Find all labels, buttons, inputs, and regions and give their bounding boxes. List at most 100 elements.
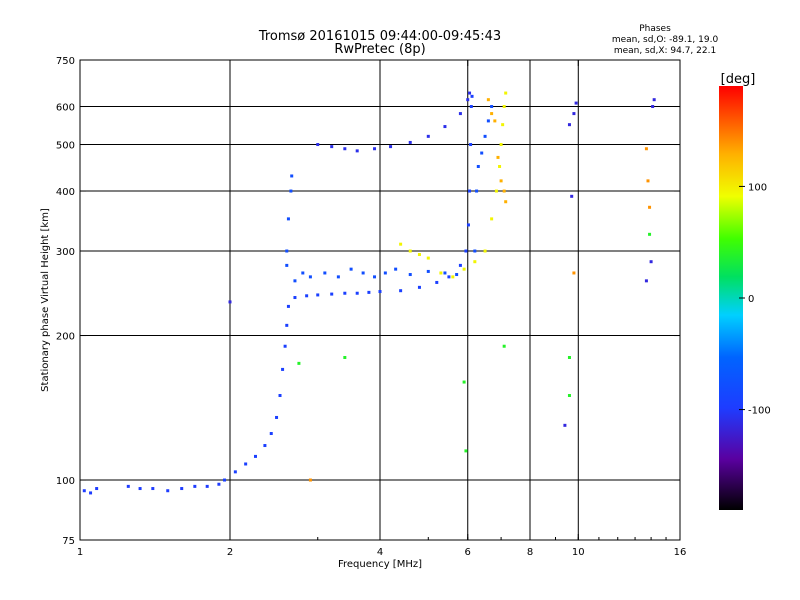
data-point <box>289 189 293 193</box>
data-point <box>644 147 648 151</box>
data-point <box>355 149 359 153</box>
data-point <box>378 290 382 294</box>
data-point <box>501 123 505 127</box>
data-point <box>648 205 652 209</box>
data-point <box>205 484 209 488</box>
data-point <box>490 217 494 221</box>
data-point <box>286 217 290 221</box>
grid-lines <box>80 60 680 540</box>
data-point <box>417 285 421 289</box>
x-tick-label: 10 <box>572 547 585 558</box>
data-point <box>451 275 455 279</box>
data-point <box>297 361 301 365</box>
y-tick-label: 300 <box>56 247 75 258</box>
data-point <box>349 267 353 271</box>
data-point <box>281 367 285 371</box>
data-point <box>570 194 574 198</box>
data-point <box>458 112 462 116</box>
data-point <box>574 101 578 105</box>
data-point <box>486 98 490 102</box>
axes: 1 2 4 6 8 10 16 75 100 200 300 400 500 600 750 <box>56 56 686 558</box>
data-point <box>443 125 447 129</box>
data-point <box>426 134 430 138</box>
data-point <box>483 134 487 138</box>
data-point <box>373 147 377 151</box>
x-tick-label: 2 <box>227 547 233 558</box>
data-point <box>567 394 571 398</box>
data-point <box>343 147 347 151</box>
data-point <box>308 478 312 482</box>
data-point <box>504 91 508 95</box>
data-point <box>399 242 403 246</box>
data-point <box>151 487 155 491</box>
data-point <box>502 189 506 193</box>
y-tick-label: 400 <box>56 187 75 198</box>
data-point <box>285 249 289 253</box>
y-tick-label: 750 <box>56 56 75 67</box>
data-point <box>480 151 484 155</box>
data-point <box>286 304 290 308</box>
data-point <box>290 174 294 178</box>
data-point <box>644 279 648 283</box>
data-point <box>305 294 309 298</box>
data-point <box>316 143 320 147</box>
data-point <box>648 232 652 236</box>
chart-title-line2: RwPretec (8p) <box>334 42 425 57</box>
data-point <box>426 269 430 273</box>
data-point <box>361 271 365 275</box>
data-point <box>646 179 650 183</box>
colorbar-tick-label: 0 <box>748 294 754 305</box>
data-point <box>498 164 502 168</box>
x-tick-label: 8 <box>527 547 533 558</box>
data-point <box>651 105 655 109</box>
data-point <box>502 344 506 348</box>
chart-title-line1: Tromsø 20161015 09:44:00-09:45:43 <box>258 29 501 44</box>
data-point <box>223 478 227 482</box>
data-point <box>496 155 500 159</box>
data-point <box>389 145 393 149</box>
colorbar-ticks: 100 0 -100 <box>739 182 771 417</box>
data-point <box>470 94 474 98</box>
data-point <box>464 249 468 253</box>
data-point <box>447 275 451 279</box>
data-point <box>476 164 480 168</box>
data-point <box>367 290 371 294</box>
data-point <box>468 189 472 193</box>
data-point <box>572 112 576 116</box>
data-point <box>95 487 99 491</box>
data-point <box>408 140 412 144</box>
data-point <box>278 394 282 398</box>
data-point <box>494 189 498 193</box>
colorbar-tick-label: 100 <box>748 182 767 193</box>
data-point <box>462 380 466 384</box>
x-tick-label: 4 <box>377 547 383 558</box>
data-point <box>458 263 462 267</box>
data-point <box>285 263 289 267</box>
data-point <box>490 112 494 116</box>
data-point <box>504 200 508 204</box>
data-point <box>572 271 576 275</box>
data-point <box>253 454 257 458</box>
data-point <box>138 487 142 491</box>
data-point <box>343 355 347 359</box>
colorbar-tick-label: -100 <box>748 406 771 417</box>
data-point <box>82 489 86 493</box>
data-point <box>408 273 412 277</box>
data-point <box>330 145 334 149</box>
data-point <box>355 291 359 295</box>
data-point <box>293 279 297 283</box>
y-tick-label: 200 <box>56 332 75 343</box>
y-tick-label: 75 <box>62 536 75 547</box>
data-point <box>462 267 466 271</box>
data-point <box>466 223 470 227</box>
data-point <box>217 482 221 486</box>
data-point <box>308 275 312 279</box>
data-point <box>652 98 656 102</box>
data-point <box>336 275 340 279</box>
data-point <box>486 119 490 123</box>
data-point <box>473 249 477 253</box>
data-point <box>269 432 273 436</box>
data-point <box>435 280 439 284</box>
data-point <box>466 98 470 102</box>
